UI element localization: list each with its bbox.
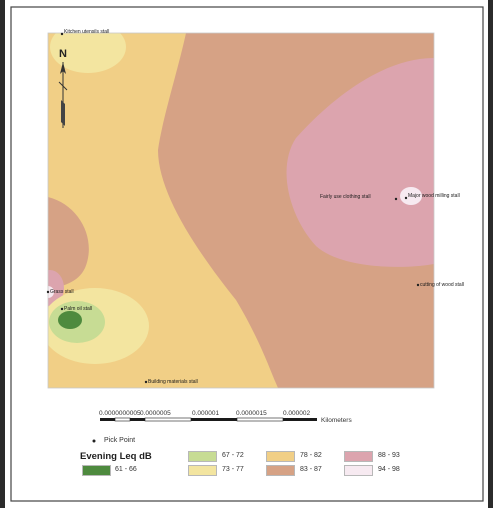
pick-point[interactable] (416, 283, 420, 287)
legend-title: Evening Leq dB (80, 451, 152, 462)
map-border (47, 32, 435, 389)
right-frame-edge (488, 0, 493, 508)
left-frame-edge (0, 0, 5, 508)
legend-pick-point-label: Pick Point (104, 437, 136, 444)
noise-contour-map (48, 33, 434, 388)
legend-swatch-67-72 (188, 451, 217, 462)
legend-range-94-98: 94 - 98 (378, 466, 400, 473)
label-grass-stall: Grass stall (50, 289, 74, 295)
north-label: N (59, 48, 67, 60)
legend-swatch-94-98 (344, 465, 373, 476)
label-building-materials-stall: Building materials stall (148, 379, 198, 385)
legend-swatch-83-87 (266, 465, 295, 476)
inner-frame (10, 6, 484, 502)
pick-points (46, 32, 420, 384)
zone-88-93-west (48, 270, 64, 306)
scale-tick-4: 0.000002 (283, 410, 311, 417)
north-arrow-icon (58, 62, 68, 128)
legend-range-67-72: 67 - 72 (222, 452, 244, 459)
label-palm-oil-stall: Palm oil stall (64, 306, 93, 312)
legend-swatch-61-66 (82, 465, 111, 476)
scale-tick-1: 0.0000005 (140, 410, 171, 417)
pick-point[interactable] (144, 380, 148, 384)
zone-83-87-west (48, 197, 89, 290)
label-kitchen-utensils-stall: Kitchen utensils stall (64, 29, 110, 35)
zone-88-93-east (286, 58, 434, 267)
scale-units: Kilometers (321, 417, 352, 424)
pick-point[interactable] (394, 197, 398, 201)
legend-swatch-88-93 (344, 451, 373, 462)
label-major-wood-milling-stall: Major wood milling stall (408, 193, 460, 199)
zone-73-77-north (50, 33, 126, 73)
legend-range-83-87: 83 - 87 (300, 466, 322, 473)
legend-range-78-82: 78 - 82 (300, 452, 322, 459)
zone-61-66 (58, 311, 82, 329)
legend-range-61-66: 61 - 66 (115, 466, 137, 473)
label-fairly-use-clothing-stall: Fairly use clothing stall (320, 194, 371, 200)
scale-tick-2: 0.000001 (192, 410, 220, 417)
legend-range-73-77: 73 - 77 (222, 466, 244, 473)
pick-point[interactable] (60, 307, 64, 311)
pick-point[interactable] (404, 196, 408, 200)
scale-tick-3: 0.0000015 (236, 410, 267, 417)
legend-swatch-78-82 (266, 451, 295, 462)
pick-point-legend-icon (92, 439, 96, 443)
scale-bar (100, 417, 317, 422)
legend-range-88-93: 88 - 93 (378, 452, 400, 459)
scale-start-label: 0.0000000005 (99, 410, 141, 417)
pick-point[interactable] (46, 290, 50, 294)
label-cutting-of-wood-stall: cutting of wood stall (420, 282, 464, 288)
legend-swatch-73-77 (188, 465, 217, 476)
zone-94-98-west (48, 286, 54, 298)
pick-point[interactable] (60, 32, 64, 36)
zone-94-98-east (400, 187, 422, 205)
